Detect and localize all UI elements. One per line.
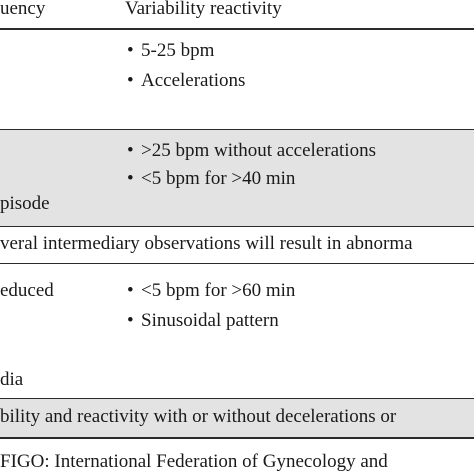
row-divider bbox=[0, 398, 474, 399]
row-note: veral intermediary observations will res… bbox=[0, 233, 413, 254]
column-header-frequency: uency bbox=[0, 0, 46, 19]
frequency-cell-text: dia bbox=[0, 369, 24, 390]
row-divider bbox=[0, 226, 474, 227]
table-footnote: FIGO: International Federation of Gyneco… bbox=[0, 451, 388, 472]
list-item: Sinusoidal pattern bbox=[127, 310, 279, 332]
row-divider bbox=[0, 129, 474, 130]
row-band-footer-note bbox=[0, 398, 474, 438]
list-item: >25 bpm without accelerations bbox=[127, 140, 376, 162]
list-item: Accelerations bbox=[127, 70, 245, 92]
column-header-variability: Variability reactivity bbox=[125, 0, 282, 19]
row-note: bility and reactivity with or without de… bbox=[0, 406, 397, 427]
row-divider bbox=[0, 263, 474, 264]
table-bottom-rule bbox=[0, 437, 474, 439]
frequency-cell-text: pisode bbox=[0, 193, 50, 214]
list-item: <5 bpm for >60 min bbox=[127, 280, 295, 302]
frequency-cell-text: educed bbox=[0, 280, 54, 301]
list-item: 5-25 bpm bbox=[127, 40, 214, 62]
list-item: <5 bpm for >40 min bbox=[127, 168, 295, 190]
header-rule bbox=[0, 28, 474, 30]
